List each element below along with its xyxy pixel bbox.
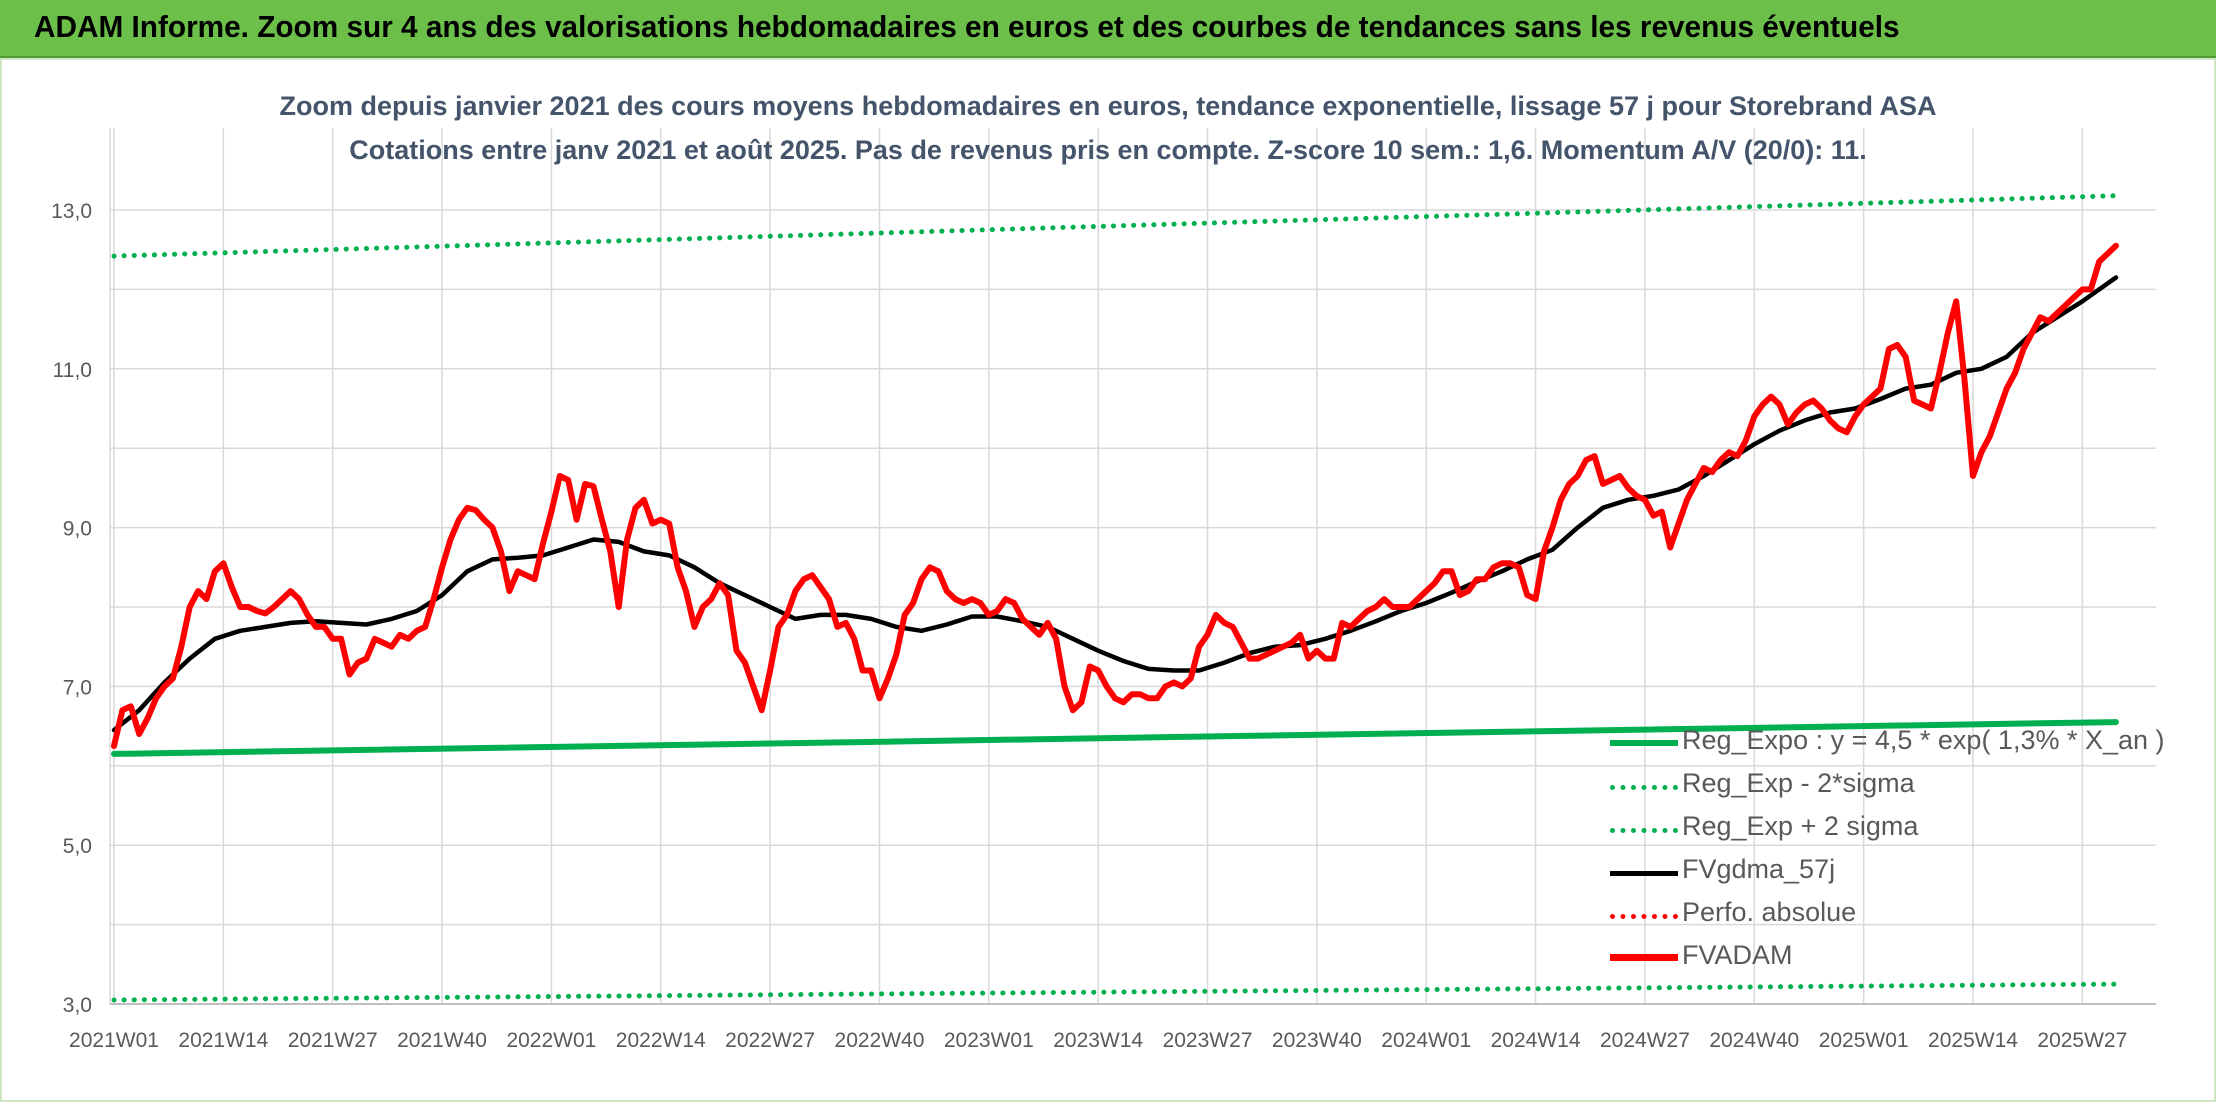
x-tick-label: 2023W40 xyxy=(1272,1029,1362,1052)
x-tick-label: 2022W01 xyxy=(506,1029,596,1052)
x-tick-label: 2023W01 xyxy=(944,1029,1034,1052)
legend-label: Reg_Expo : y = 4,5 * exp( 1,3% * X_an ) xyxy=(1682,725,2165,755)
x-tick-label: 2025W27 xyxy=(2037,1029,2127,1052)
x-tick-label: 2024W40 xyxy=(1709,1029,1799,1052)
legend-item-fvgdma: FVgdma_57j xyxy=(1610,851,2130,894)
legend-label: FVADAM xyxy=(1682,940,1793,970)
y-tick-label: 13,0 xyxy=(51,200,92,223)
x-axis: 2021W01 2021W14 2021W27 2021W40 2022W01 2022W… xyxy=(69,1003,2156,1052)
x-tick-label: 2021W14 xyxy=(178,1029,268,1052)
x-tick-label: 2023W14 xyxy=(1053,1029,1143,1052)
legend-label: Reg_Exp + 2 sigma xyxy=(1682,811,1919,841)
series-line-reg-exp-2-sigma xyxy=(111,193,2119,259)
chart-subtitle: Cotations entre janv 2021 et août 2025. … xyxy=(349,135,1867,165)
y-tick-label: 11,0 xyxy=(53,359,92,382)
legend-item-fvadam: FVADAM xyxy=(1610,937,2130,980)
legend-swatch-solid-green xyxy=(1610,740,1678,746)
x-tick-label: 2024W27 xyxy=(1600,1029,1690,1052)
series-line-reg-exp-2-sigma xyxy=(111,981,2119,1003)
legend-item-reg-exp-plus: Reg_Exp + 2 sigma xyxy=(1610,808,2130,851)
y-tick-label: 9,0 xyxy=(63,518,92,541)
legend-swatch-black xyxy=(1610,871,1678,876)
x-tick-label: 2021W40 xyxy=(397,1029,487,1052)
x-tick-label: 2025W14 xyxy=(1928,1029,2018,1052)
chart-series xyxy=(111,193,2119,1003)
legend-swatch-dotted-red xyxy=(1610,914,1678,919)
x-tick-label: 2023W27 xyxy=(1163,1029,1253,1052)
chart-frame xyxy=(0,58,2216,1102)
legend-label: Perfo. absolue xyxy=(1682,897,1857,927)
legend-label: FVgdma_57j xyxy=(1682,854,1836,884)
legend-swatch-dotted-green xyxy=(1610,828,1678,833)
legend-swatch-red xyxy=(1610,954,1678,961)
y-tick-label: 7,0 xyxy=(63,676,92,699)
chart-title: Zoom depuis janvier 2021 des cours moyen… xyxy=(279,91,1937,121)
legend-item-reg-expo: Reg_Expo : y = 4,5 * exp( 1,3% * X_an ) xyxy=(1610,722,2165,765)
x-tick-label: 2024W14 xyxy=(1491,1029,1581,1052)
report-title: ADAM Informe. Zoom sur 4 ans des valoris… xyxy=(34,9,1900,44)
legend-item-perfo: Perfo. absolue xyxy=(1610,894,2130,937)
y-tick-label: 3,0 xyxy=(63,994,92,1017)
legend-label: Reg_Exp - 2*sigma xyxy=(1682,768,1915,798)
x-tick-label: 2022W40 xyxy=(835,1029,925,1052)
x-tick-label: 2021W27 xyxy=(288,1029,378,1052)
legend-item-reg-exp-minus: Reg_Exp - 2*sigma xyxy=(1610,765,2130,808)
x-tick-label: 2022W27 xyxy=(725,1029,815,1052)
series-line-reg-expo-y-4-5-exp-1-3-x-an xyxy=(111,719,2119,757)
y-tick-label: 5,0 xyxy=(63,835,92,858)
chart-gridlines xyxy=(109,128,2156,1005)
x-tick-label: 2025W01 xyxy=(1819,1029,1909,1052)
y-axis: 3,0 5,0 7,0 9,0 11,0 13,0 xyxy=(51,200,92,1017)
x-tick-label: 2021W01 xyxy=(69,1029,159,1052)
x-tick-label: 2024W01 xyxy=(1381,1029,1471,1052)
legend-swatch-dotted-green xyxy=(1610,785,1678,790)
series-line-fvgdma-57j xyxy=(111,275,2119,733)
chart-legend: Reg_Expo : y = 4,5 * exp( 1,3% * X_an ) … xyxy=(1610,722,2165,980)
x-tick-label: 2022W14 xyxy=(616,1029,706,1052)
series-line-fvadam xyxy=(111,242,2119,749)
report-banner: ADAM Informe. Zoom sur 4 ans des valoris… xyxy=(0,0,2216,58)
